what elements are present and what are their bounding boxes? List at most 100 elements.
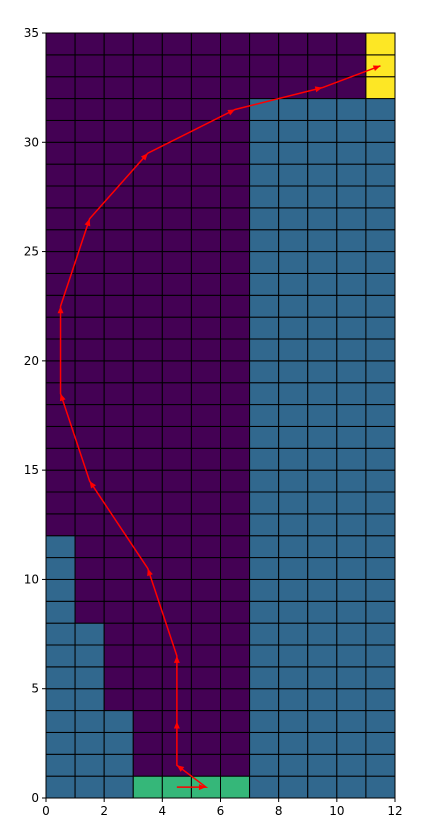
cell-free (132, 731, 163, 755)
cell-obstacle (307, 425, 338, 449)
cell-free (190, 491, 222, 515)
cell-free (132, 338, 163, 362)
cell-free (103, 666, 134, 690)
cell-free (103, 622, 134, 646)
cell-obstacle (249, 360, 280, 384)
cell-free (161, 32, 192, 56)
cell-obstacle (45, 710, 76, 733)
cell-obstacle (249, 731, 280, 755)
cell-free (249, 32, 280, 56)
x-tick-label: 10 (329, 804, 344, 818)
cell-obstacle (365, 731, 396, 755)
cell-obstacle (249, 710, 280, 733)
cell-obstacle (249, 229, 280, 253)
cell-obstacle (278, 491, 309, 515)
cell-free (161, 54, 192, 78)
cell-free (190, 710, 222, 733)
cell-free (132, 119, 163, 143)
y-tick-label: 35 (24, 26, 39, 40)
path-arrowhead (89, 481, 97, 489)
cell-obstacle (336, 557, 367, 580)
cell-free (161, 207, 192, 231)
cell-free (161, 294, 192, 318)
cell-obstacle (45, 557, 76, 580)
cell-obstacle (336, 469, 367, 493)
cell-obstacle (249, 688, 280, 712)
y-tick-label: 10 (24, 572, 39, 586)
cell-free (103, 338, 134, 362)
cell-free (220, 535, 251, 559)
cell-obstacle (336, 600, 367, 624)
cell-free (74, 513, 105, 537)
cell-obstacle (307, 731, 338, 755)
cell-free (74, 185, 105, 209)
cell-obstacle (336, 98, 367, 121)
cell-start (132, 775, 163, 799)
cell-free (103, 688, 134, 712)
path-arrowhead (176, 765, 185, 772)
cell-free (103, 76, 134, 100)
cell-free (190, 535, 222, 559)
cell-free (190, 272, 222, 296)
cell-obstacle (336, 141, 367, 165)
cell-obstacle (307, 447, 338, 471)
cell-free (103, 382, 134, 406)
cell-obstacle (45, 535, 76, 559)
cell-free (45, 491, 76, 515)
cell-obstacle (249, 251, 280, 274)
cell-free (103, 578, 134, 602)
cell-obstacle (336, 338, 367, 362)
cell-obstacle (278, 382, 309, 406)
cell-obstacle (336, 251, 367, 274)
cell-free (74, 382, 105, 406)
cell-free (161, 141, 192, 165)
cell-free (132, 185, 163, 209)
cell-obstacle (278, 688, 309, 712)
cell-free (190, 54, 222, 78)
cell-obstacle (365, 447, 396, 471)
cell-free (132, 469, 163, 493)
cell-obstacle (307, 775, 338, 799)
cell-free (190, 513, 222, 537)
cell-obstacle (278, 141, 309, 165)
cell-free (74, 54, 105, 78)
cell-free (190, 600, 222, 624)
cell-free (103, 294, 134, 318)
cell-free (45, 425, 76, 449)
cell-goal (365, 32, 396, 56)
cell-obstacle (249, 491, 280, 515)
cell-free (45, 32, 76, 56)
cell-obstacle (336, 316, 367, 340)
cell-obstacle (278, 294, 309, 318)
cell-free (103, 207, 134, 231)
cell-obstacle (365, 425, 396, 449)
cell-free (307, 54, 338, 78)
x-tick-label: 8 (275, 804, 283, 818)
cell-obstacle (278, 119, 309, 143)
cell-free (74, 141, 105, 165)
cell-obstacle (307, 185, 338, 209)
cell-obstacle (249, 557, 280, 580)
cell-obstacle (365, 98, 396, 121)
cell-obstacle (249, 294, 280, 318)
cell-free (220, 294, 251, 318)
cell-obstacle (307, 119, 338, 143)
cell-obstacle (365, 644, 396, 668)
cell-free (190, 32, 222, 56)
cell-obstacle (307, 710, 338, 733)
cell-obstacle (307, 535, 338, 559)
cell-free (161, 600, 192, 624)
cell-free (74, 119, 105, 143)
cell-free (103, 32, 134, 56)
cell-free (190, 207, 222, 231)
cell-obstacle (365, 710, 396, 733)
y-tick-label: 25 (24, 245, 39, 259)
cell-free (161, 447, 192, 471)
cell-obstacle (249, 382, 280, 406)
cell-obstacle (103, 731, 134, 755)
cell-obstacle (249, 272, 280, 296)
cell-free (132, 600, 163, 624)
cell-obstacle (336, 731, 367, 755)
cell-free (132, 710, 163, 733)
cell-obstacle (45, 731, 76, 755)
